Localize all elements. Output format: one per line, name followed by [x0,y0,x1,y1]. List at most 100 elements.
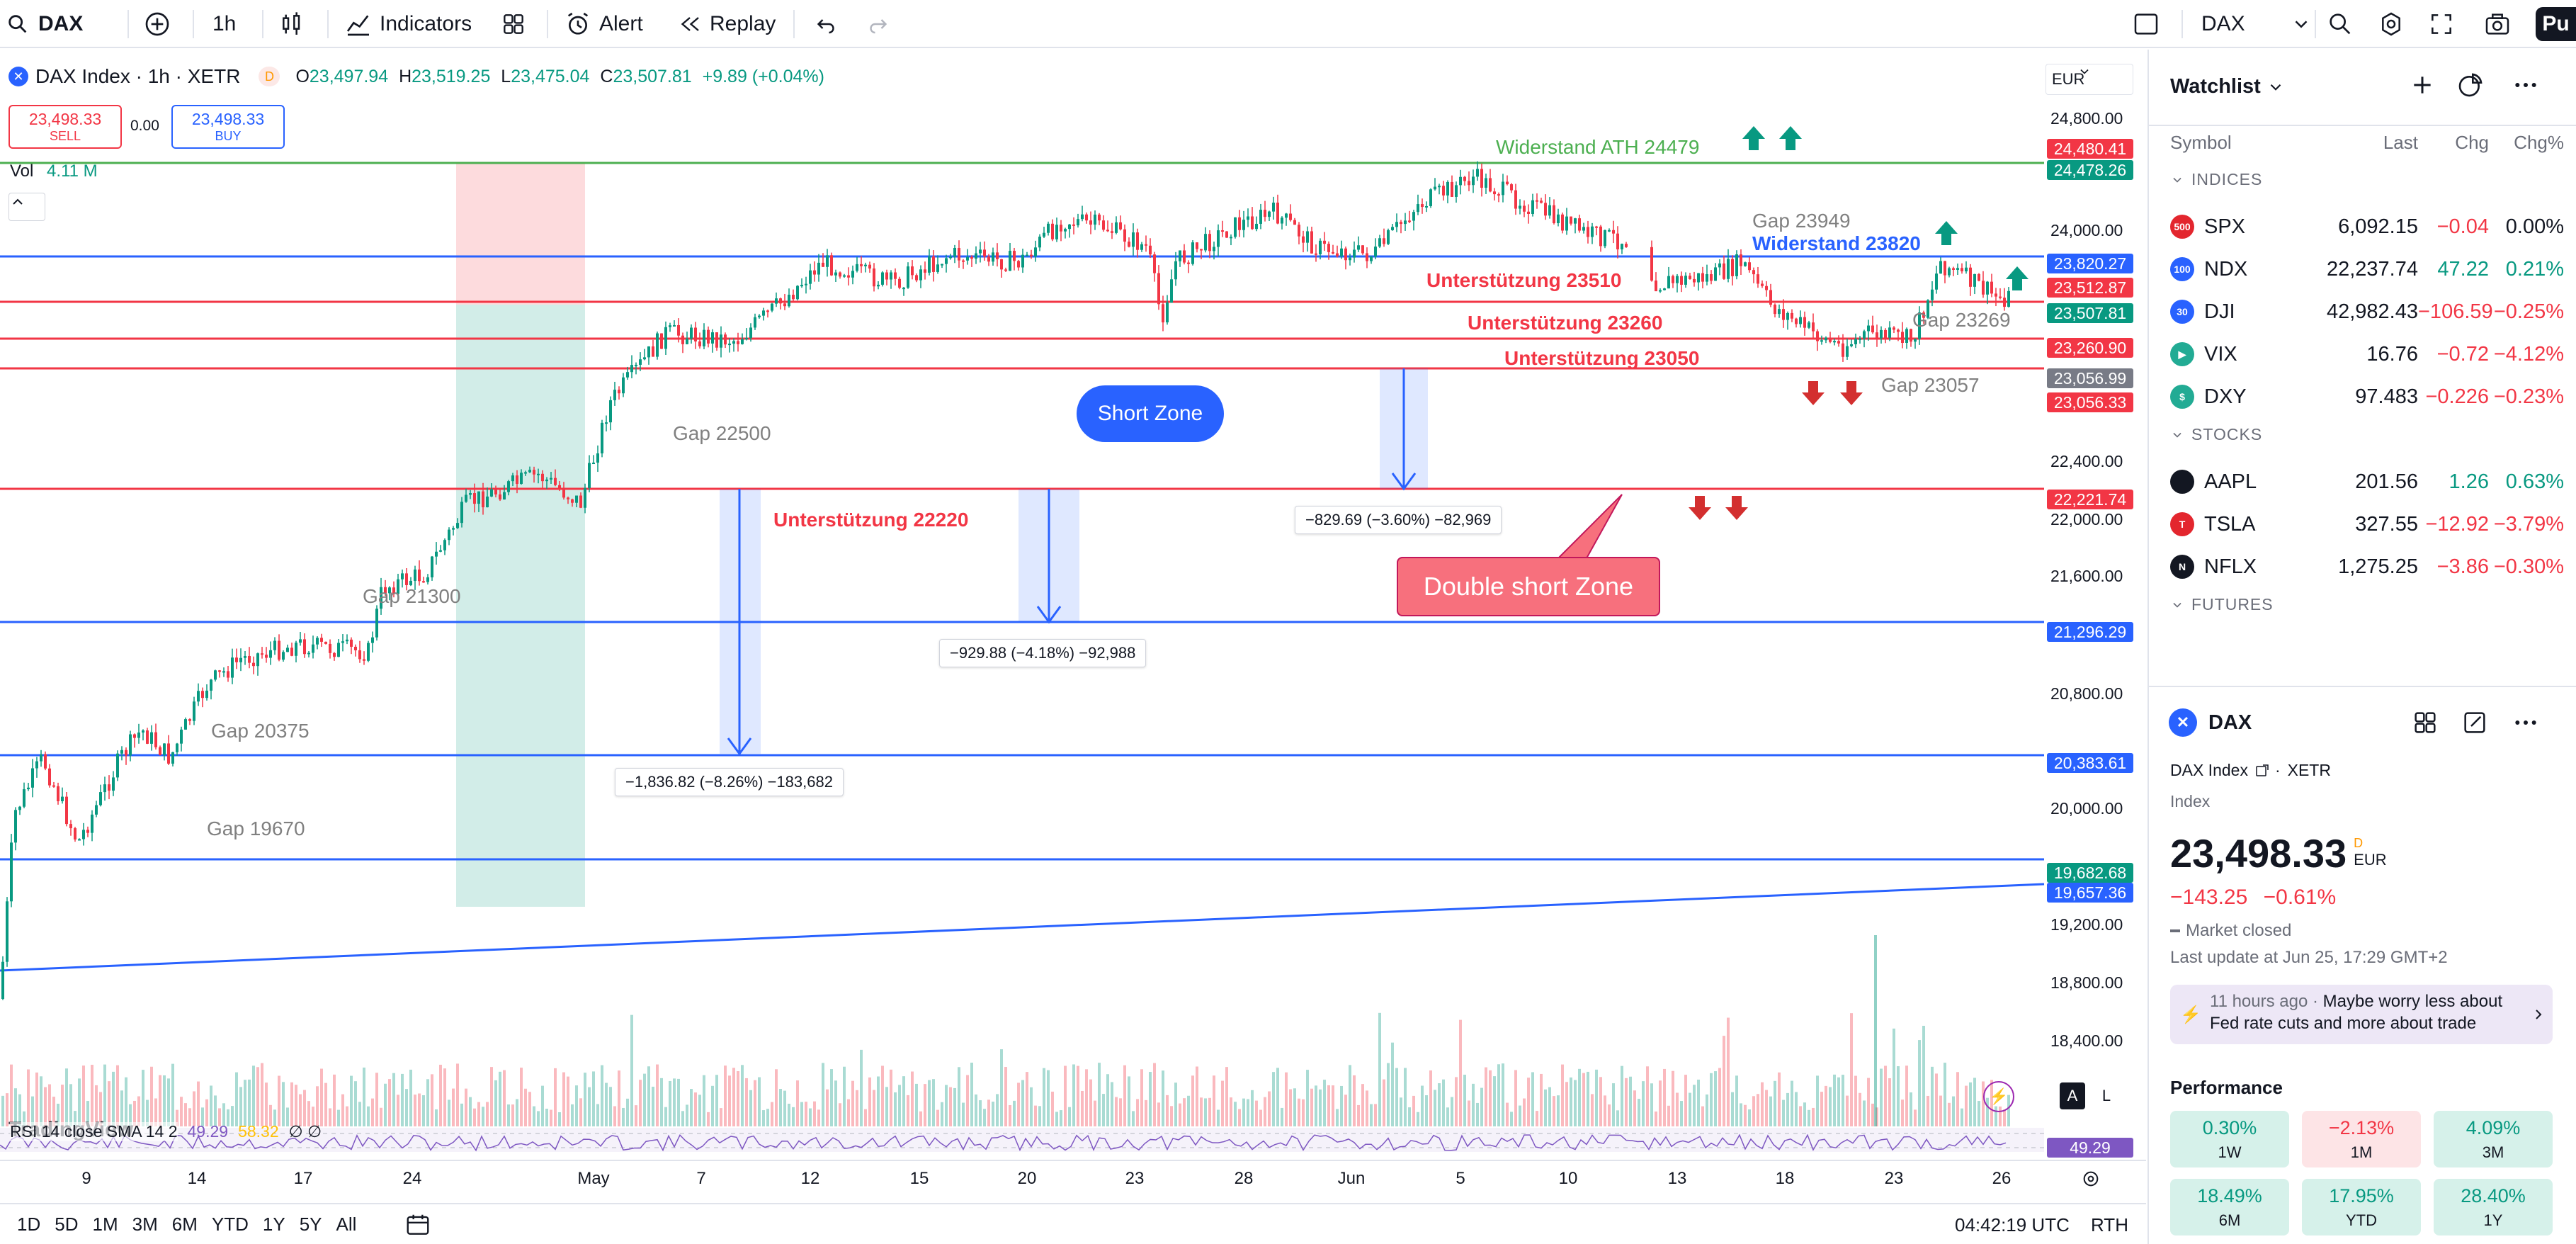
collapse-legend-button[interactable] [8,193,45,221]
range-button-all[interactable]: All [336,1213,357,1235]
widerstand-ath-label[interactable]: Widerstand ATH 24479 [1496,136,1700,158]
watchlist-row[interactable]: AAPL 201.56 1.26 0.63% [2149,460,2576,503]
add-symbol-button[interactable] [2408,71,2436,103]
time-axis-settings-button[interactable] [2079,1167,2102,1194]
advanced-view-button[interactable] [2456,71,2485,103]
layout-button[interactable] [2132,0,2160,48]
details-edit-button[interactable] [2461,708,2489,740]
indicators-button[interactable]: Indicators [344,0,472,48]
external-link-icon[interactable] [2254,762,2271,779]
utc-clock[interactable]: 04:42:19 UTC [1955,1214,2070,1235]
session-button[interactable]: RTH [2091,1214,2128,1235]
performance-1y[interactable]: 28.40% 1Y [2434,1179,2553,1235]
quick-search-button[interactable] [2326,0,2354,48]
details-grid-button[interactable] [2411,708,2439,740]
performance-1w[interactable]: 0.30% 1W [2170,1111,2289,1167]
details-name[interactable]: DAX Index [2170,761,2248,779]
date-range-button[interactable] [404,1211,432,1242]
gap-20375-label[interactable]: Gap 20375 [211,720,310,742]
widerstand-23820-label[interactable]: Widerstand 23820 [1752,232,1921,254]
measure-label-3[interactable]: −1,836.82 (−8.26%) −183,682 [615,768,844,796]
news-card[interactable]: ⚡ 11 hours ago · Maybe worry less about … [2170,985,2553,1044]
gap-23269-label[interactable]: Gap 23269 [1912,309,2011,331]
section-header-indices[interactable]: INDICES [2170,170,2262,189]
candle-body [103,784,106,793]
performance-3m[interactable]: 4.09% 3M [2434,1111,2553,1167]
gap-19670-label[interactable]: Gap 19670 [207,818,305,839]
watchlist-row[interactable]: $ DXY 97.483 −0.226 −0.23% [2149,375,2576,418]
gap-23057-label[interactable]: Gap 23057 [1881,374,1980,396]
watchlist-row[interactable]: 100 NDX 22,237.74 47.22 0.21% [2149,248,2576,290]
watchlist-title-button[interactable]: Watchlist [2170,75,2285,98]
performance-6m[interactable]: 18.49% 6M [2170,1179,2289,1235]
candle-body [1145,244,1147,246]
alert-button[interactable]: Alert [564,0,643,48]
time-axis[interactable] [0,1162,2146,1197]
watchlist-row[interactable]: 500 SPX 6,092.15 −0.04 0.00% [2149,205,2576,248]
unterstuetzung-23260-label[interactable]: Unterstützung 23260 [1468,312,1663,334]
watchlist-row[interactable]: T TSLA 327.55 −12.92 −3.79% [2149,503,2576,545]
performance-ytd[interactable]: 17.95% YTD [2302,1179,2421,1235]
unterstuetzung-22220-label[interactable]: Unterstützung 22220 [773,509,969,531]
measure-label-1[interactable]: −829.69 (−3.60%) −82,969 [1295,506,1502,534]
log-scale-button[interactable]: L [2094,1082,2119,1109]
volume-bar [1710,1073,1713,1126]
lightning-icon[interactable]: ⚡ [1983,1081,2014,1112]
redo-button[interactable] [866,0,891,48]
range-button-5d[interactable]: 5D [55,1213,79,1235]
chart-pane[interactable]: ✕ DAX Index · 1h · XETR D O23,497.94 H23… [0,50,2146,1162]
short-zone-label[interactable]: Short Zone [1077,385,1224,442]
gap-21300-label[interactable]: Gap 21300 [363,585,461,607]
measure-label-2[interactable]: −929.88 (−4.18%) −92,988 [939,639,1147,667]
watchlist-row[interactable]: N NFLX 1,275.25 −3.86 −0.30% [2149,545,2576,588]
range-button-1m[interactable]: 1M [92,1213,118,1235]
range-button-1y[interactable]: 1Y [262,1213,285,1235]
auto-scale-button[interactable]: A [2060,1082,2085,1109]
double-short-zone-callout[interactable]: Double short Zone [1397,557,1660,616]
currency-select[interactable]: EUR [2046,64,2133,95]
volume-bar [1268,1091,1271,1126]
range-button-ytd[interactable]: YTD [211,1213,249,1235]
volume-bar [813,1101,816,1126]
snapshot-button[interactable] [2483,0,2512,48]
templates-button[interactable] [500,0,527,48]
performance-1m[interactable]: −2.13% 1M [2302,1111,2421,1167]
time-tick: 15 [909,1169,929,1188]
interval-button[interactable]: 1h [212,0,236,48]
compare-button[interactable] [143,0,171,48]
chart-canvas[interactable] [0,50,2146,1162]
gap-22500-label[interactable]: Gap 22500 [673,422,771,444]
column-last[interactable]: Last [2383,132,2418,153]
column-chg[interactable]: Chg [2455,132,2489,153]
range-button-5y[interactable]: 5Y [299,1213,322,1235]
publish-button[interactable]: Pu [2536,7,2576,41]
volume-bar [1170,1106,1173,1126]
section-header-stocks[interactable]: STOCKS [2170,425,2262,444]
range-button-1d[interactable]: 1D [17,1213,41,1235]
buy-button[interactable]: 23,498.33 BUY [171,105,285,149]
volume-bar [154,1098,157,1126]
details-more-button[interactable] [2512,708,2540,740]
sell-button[interactable]: 23,498.33 SELL [8,105,122,149]
range-button-3m[interactable]: 3M [132,1213,158,1235]
candle-body [482,491,484,508]
undo-button[interactable] [813,0,839,48]
range-button-6m[interactable]: 6M [171,1213,198,1235]
unterstuetzung-23050-label[interactable]: Unterstützung 23050 [1504,347,1700,369]
replay-button[interactable]: Replay [677,0,776,48]
volume-bar [1918,1040,1921,1126]
unterstuetzung-23510-label[interactable]: Unterstützung 23510 [1426,269,1622,291]
symbol-select[interactable]: DAX [2201,0,2312,48]
watchlist-row[interactable]: ▶ VIX 16.76 −0.72 −4.12% [2149,333,2576,375]
gap-23949-label[interactable]: Gap 23949 [1752,210,1851,232]
column-symbol[interactable]: Symbol [2170,132,2232,153]
watchlist-more-button[interactable] [2512,71,2540,103]
symbol-search-button[interactable]: DAX [6,0,83,48]
watchlist-row[interactable]: 30 DJI 42,982.43 −106.59 −0.25% [2149,290,2576,333]
section-header-futures[interactable]: FUTURES [2170,595,2274,614]
settings-button[interactable] [2377,0,2405,48]
column-chg-percent[interactable]: Chg% [2514,132,2564,153]
volume-bar [860,1049,863,1126]
chart-type-button[interactable] [278,0,306,48]
fullscreen-button[interactable] [2428,0,2455,48]
